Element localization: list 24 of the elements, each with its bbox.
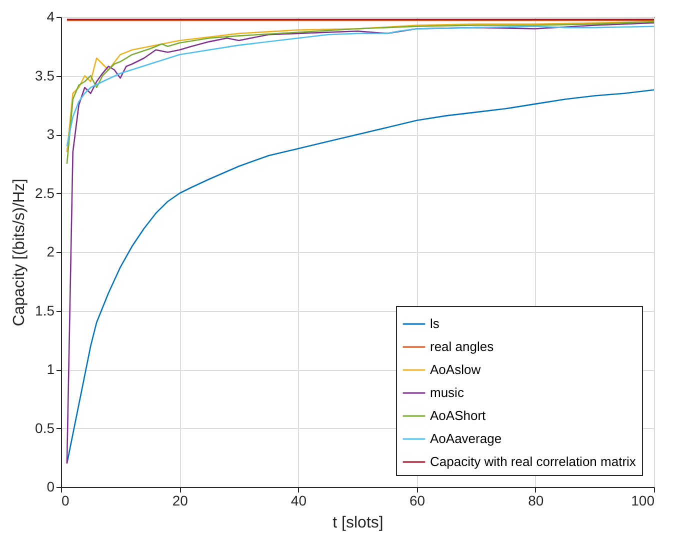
x-tick-label: 0 [62, 492, 70, 508]
x-axis-title: t [slots] [332, 514, 384, 532]
y-tick-label: 3 [46, 126, 55, 142]
x-tick-label: 40 [290, 492, 307, 508]
y-tick-label: 1 [46, 361, 55, 377]
y-tick-label: 0 [46, 478, 55, 494]
x-tick-label: 100 [631, 492, 655, 508]
y-tick-label: 4 [46, 8, 55, 24]
y-tick-label: 3.5 [35, 67, 55, 84]
y-tick-label: 1.5 [35, 302, 55, 318]
legend-label: Capacity with real correlation matrix [430, 454, 636, 469]
legend-label: AoAShort [430, 408, 486, 423]
legend-label: AoAslow [430, 362, 482, 377]
y-tick-label: 0.5 [35, 420, 55, 436]
y-tick-label: 2 [46, 244, 55, 260]
legend-label: real angles [430, 339, 494, 354]
y-tick-label: 2.5 [35, 184, 55, 201]
x-tick-label: 60 [410, 492, 426, 508]
y-axis-title: Capacity [(bits/s)/Hz] [11, 178, 28, 326]
legend-label: AoAaverage [430, 431, 502, 446]
legend-label: ls [430, 316, 440, 331]
x-tick-label: 80 [528, 492, 544, 508]
x-tick-label: 20 [172, 492, 188, 508]
legend-label: music [430, 385, 464, 400]
